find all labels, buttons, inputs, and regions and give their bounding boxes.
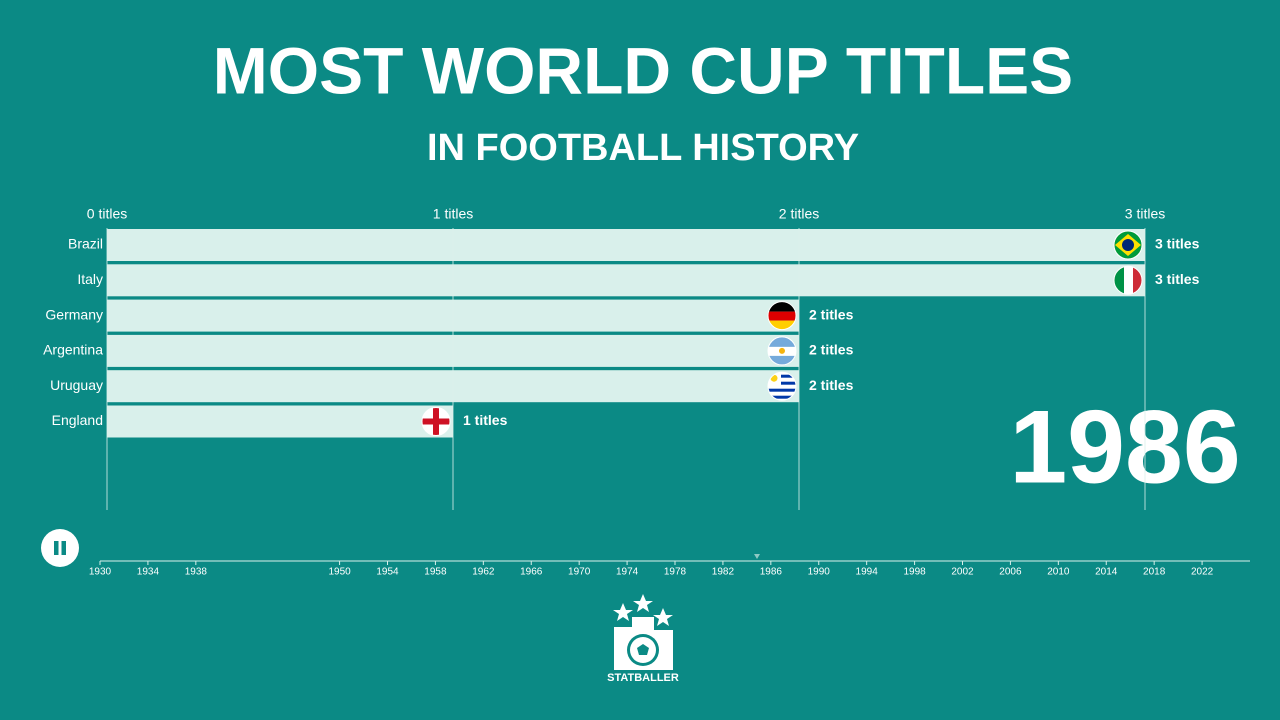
flag [1113, 265, 1143, 295]
flag-body [768, 372, 796, 401]
flag-border [767, 371, 797, 401]
flag-border [767, 301, 797, 331]
timeline-tick-label: 1962 [472, 567, 495, 578]
timeline-tick-label: 1938 [185, 567, 208, 578]
flag-part [768, 320, 796, 330]
pause-bar [54, 541, 59, 555]
flag-part [1114, 266, 1124, 295]
flag-part [422, 418, 450, 425]
timeline-tick-label: 2010 [1047, 567, 1070, 578]
timeline-tick-label: 2006 [999, 567, 1022, 578]
flag-body [1114, 231, 1142, 259]
flag-part [768, 374, 796, 378]
y-tick-label: Uruguay [50, 377, 103, 393]
flag-part [768, 395, 796, 399]
timeline-tick-label: 1990 [808, 567, 831, 578]
year-label: 1986 [1009, 389, 1240, 505]
timeline-tick-label: 1986 [760, 567, 783, 578]
timeline-tick-label: 1978 [664, 567, 687, 578]
flag [767, 371, 797, 401]
timeline-tick-label: 1998 [903, 567, 926, 578]
flag-part [768, 336, 796, 347]
flag-border [767, 336, 797, 366]
pause-bar [61, 541, 66, 555]
value-label: 2 titles [809, 306, 854, 322]
timeline-tick-label: 1994 [856, 567, 879, 578]
value-label: 1 titles [463, 412, 508, 428]
bar [107, 264, 1145, 297]
flag [421, 407, 451, 436]
timeline-tick-label: 2018 [1143, 567, 1166, 578]
x-tick-label: 3 titles [1125, 206, 1165, 222]
timeline-tick-label: 1958 [424, 567, 447, 578]
value-label: 2 titles [809, 342, 854, 358]
flag-part [1122, 239, 1134, 251]
value-label: 3 titles [1155, 271, 1200, 287]
timeline-tick-label: 2022 [1191, 567, 1214, 578]
chart-title: MOST WORLD CUP TITLES [213, 33, 1073, 107]
timeline-tick-label: 1970 [568, 567, 591, 578]
timeline-tick-label: 1930 [89, 567, 112, 578]
timeline-tick-label: 2014 [1095, 567, 1118, 578]
timeline-tick-label: 1982 [712, 567, 735, 578]
x-tick-label: 1 titles [433, 206, 473, 222]
flag-border [1113, 230, 1143, 260]
flag-part [1133, 266, 1142, 295]
y-tick-label: England [52, 412, 103, 428]
y-tick-label: Brazil [68, 236, 103, 252]
flag-body [422, 407, 450, 436]
timeline-tick-label: 1966 [520, 567, 543, 578]
flag-border [421, 407, 451, 436]
flag-body [768, 336, 796, 365]
logo-text: STATBALLER [607, 672, 679, 684]
y-tick-label: Argentina [43, 342, 103, 358]
pause-circle[interactable] [41, 529, 79, 567]
flag-border [1113, 265, 1143, 295]
timeline-tick-label: 1950 [328, 567, 351, 578]
value-label: 2 titles [809, 377, 854, 393]
logo: STATBALLER [607, 594, 679, 684]
x-tick-label: 0 titles [87, 206, 127, 222]
logo-ball-patch [637, 644, 649, 655]
flag-body [1114, 266, 1142, 295]
x-tick-label: 2 titles [779, 206, 819, 222]
timeline-marker [754, 554, 760, 559]
y-tick-label: Italy [77, 271, 103, 287]
flag-part [768, 301, 796, 312]
flag-part [1124, 266, 1133, 295]
flag-part [768, 388, 796, 392]
bar [107, 229, 1145, 261]
timeline-tick-label: 1934 [137, 567, 160, 578]
flag-part [768, 355, 796, 365]
timeline-tick-label: 1954 [376, 567, 399, 578]
flag [767, 336, 797, 366]
bar [107, 405, 453, 438]
flag-part [768, 381, 796, 385]
timeline-tick-label: 1974 [616, 567, 639, 578]
timeline-tick-label: 2002 [951, 567, 974, 578]
flag-part [768, 311, 796, 321]
logo-star [633, 594, 653, 612]
value-label: 3 titles [1155, 236, 1200, 252]
pause-button[interactable] [41, 529, 79, 567]
flag-body [768, 301, 796, 330]
logo-star [613, 603, 633, 621]
flag [1113, 230, 1143, 260]
flag-part [779, 347, 785, 354]
flag [767, 301, 797, 331]
logo-star [653, 608, 673, 626]
chart-subtitle: IN FOOTBALL HISTORY [427, 127, 859, 169]
y-tick-label: Germany [45, 306, 103, 322]
